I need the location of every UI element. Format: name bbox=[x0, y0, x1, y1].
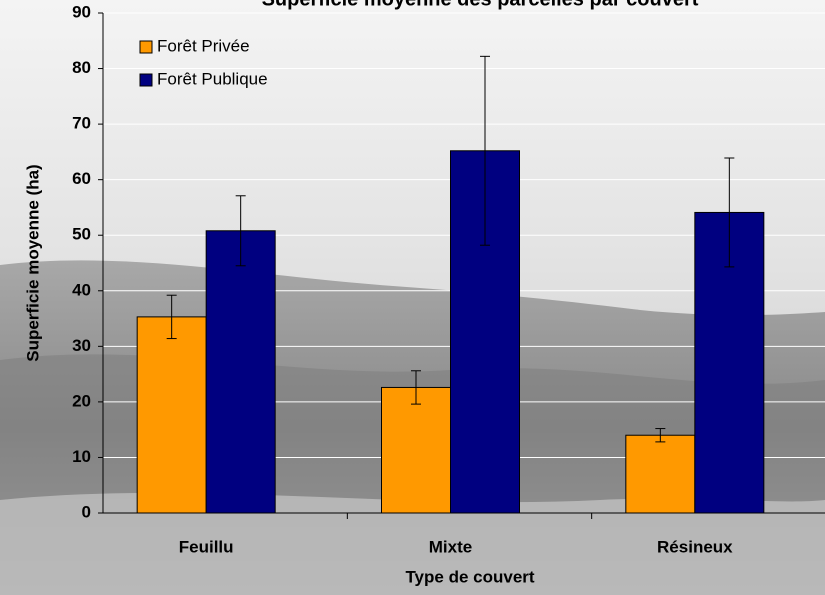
x-tick-label: Feuillu bbox=[179, 537, 234, 556]
legend-swatch bbox=[139, 40, 153, 54]
field bbox=[0, 492, 825, 595]
error-bar bbox=[235, 195, 246, 267]
y-tick-label: 60 bbox=[72, 169, 91, 188]
legend-label: Forêt Publique bbox=[157, 69, 268, 88]
y-tick-label: 30 bbox=[72, 336, 91, 355]
y-tick-label: 90 bbox=[72, 2, 91, 21]
error-bar bbox=[166, 294, 177, 340]
legend-label: Forêt Privée bbox=[157, 36, 250, 55]
bar bbox=[136, 316, 207, 514]
error-bar bbox=[411, 370, 421, 405]
chart-title: Superficie moyenne des parcelles par cou… bbox=[262, 0, 699, 10]
y-tick-label: 0 bbox=[82, 502, 91, 521]
error-bar bbox=[655, 428, 666, 443]
x-axis-label: Type de couvert bbox=[405, 567, 534, 586]
y-tick-label: 70 bbox=[72, 114, 91, 133]
bar bbox=[381, 386, 451, 514]
y-tick-label: 50 bbox=[72, 225, 91, 244]
y-tick-label: 80 bbox=[72, 58, 91, 77]
y-tick-label: 40 bbox=[72, 280, 91, 299]
legend-swatch bbox=[139, 73, 153, 87]
y-axis-label: Superficie moyenne (ha) bbox=[23, 164, 42, 361]
error-bar bbox=[480, 55, 490, 246]
y-tick-label: 20 bbox=[72, 391, 91, 410]
x-tick-label: Résineux bbox=[657, 537, 733, 556]
bar bbox=[205, 230, 276, 514]
bar bbox=[625, 434, 696, 514]
error-bar bbox=[724, 157, 735, 268]
x-tick-label: Mixte bbox=[429, 537, 472, 556]
y-tick-label: 10 bbox=[72, 447, 91, 466]
